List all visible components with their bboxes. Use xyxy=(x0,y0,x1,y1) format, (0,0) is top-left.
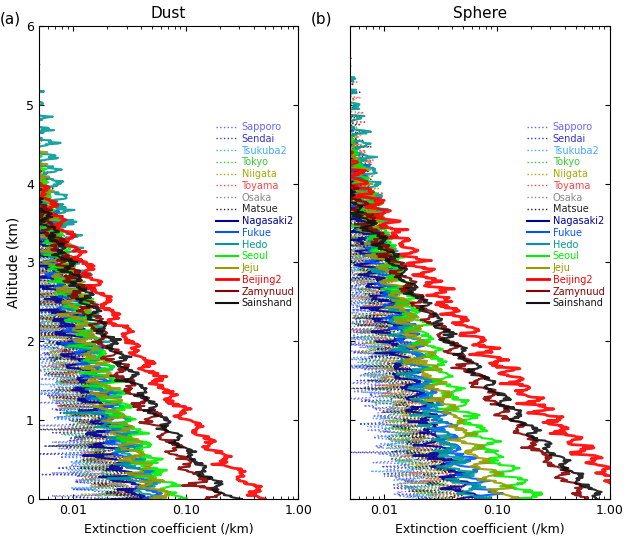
Text: (b): (b) xyxy=(311,12,332,27)
Title: Sphere: Sphere xyxy=(453,5,507,21)
X-axis label: Extinction coefficient (/km): Extinction coefficient (/km) xyxy=(84,523,253,536)
Legend: Sapporo, Sendai, Tsukuba2, Tokyo, Niigata, Toyama, Osaka, Matsue, Nagasaki2, Fuk: Sapporo, Sendai, Tsukuba2, Tokyo, Niigat… xyxy=(525,120,607,310)
Legend: Sapporo, Sendai, Tsukuba2, Tokyo, Niigata, Toyama, Osaka, Matsue, Nagasaki2, Fuk: Sapporo, Sendai, Tsukuba2, Tokyo, Niigat… xyxy=(214,120,296,310)
Title: Dust: Dust xyxy=(151,5,186,21)
X-axis label: Extinction coefficient (/km): Extinction coefficient (/km) xyxy=(395,523,564,536)
Text: (a): (a) xyxy=(0,12,21,27)
Y-axis label: Altitude (km): Altitude (km) xyxy=(6,217,20,308)
